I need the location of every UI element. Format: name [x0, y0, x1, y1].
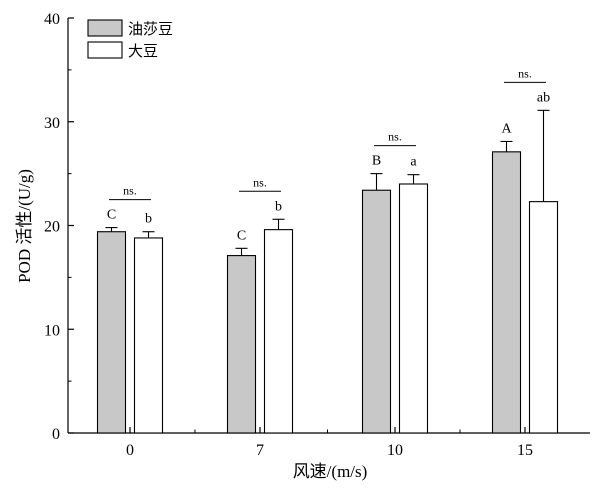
legend-label: 大豆: [128, 43, 158, 60]
x-tick-label: 10: [387, 442, 403, 459]
comparison-label: ns.: [518, 66, 532, 80]
bar-series1: [491, 151, 522, 434]
comparison-label: ns.: [253, 175, 267, 189]
bar-series1: [226, 255, 257, 434]
comparison-label: ns.: [388, 130, 402, 144]
significance-label: b: [145, 212, 152, 227]
y-tick-label: 10: [44, 322, 60, 339]
legend-swatch: [87, 41, 123, 59]
legend-swatch: [87, 19, 123, 37]
significance-label: a: [410, 155, 417, 170]
significance-label: C: [237, 228, 246, 243]
legend-label: 油莎豆: [128, 21, 173, 38]
y-axis-label: POD 活性/(U/g): [15, 169, 34, 283]
axes: 0 10 20 30 40 0 7 10 15: [44, 11, 590, 459]
significance-label: B: [372, 154, 381, 169]
bar-series2: [528, 201, 559, 434]
bar-series1: [96, 231, 127, 434]
bar-series2: [263, 229, 294, 434]
significance-label: C: [107, 208, 116, 223]
x-tick-label: 7: [256, 442, 264, 459]
bar-series2: [133, 237, 164, 434]
comparison-label: ns.: [123, 184, 137, 198]
x-axis-label: 风速/(m/s): [293, 462, 368, 481]
significance-label: ab: [537, 90, 550, 105]
bars-layer: [96, 109, 559, 434]
significance-label: A: [501, 121, 512, 136]
x-tick-label: 0: [126, 442, 134, 459]
y-tick-label: 30: [44, 115, 60, 132]
bar-series2: [398, 183, 429, 434]
bar-series1: [361, 189, 392, 434]
x-tick-label: 15: [517, 442, 533, 459]
y-tick-label: 40: [44, 11, 60, 28]
y-tick-label: 20: [44, 219, 60, 236]
significance-label: b: [275, 199, 282, 214]
y-tick-label: 0: [52, 426, 60, 443]
annotations-layer: C C B Ab b a ab ns. ns. ns. ns.: [107, 66, 550, 243]
